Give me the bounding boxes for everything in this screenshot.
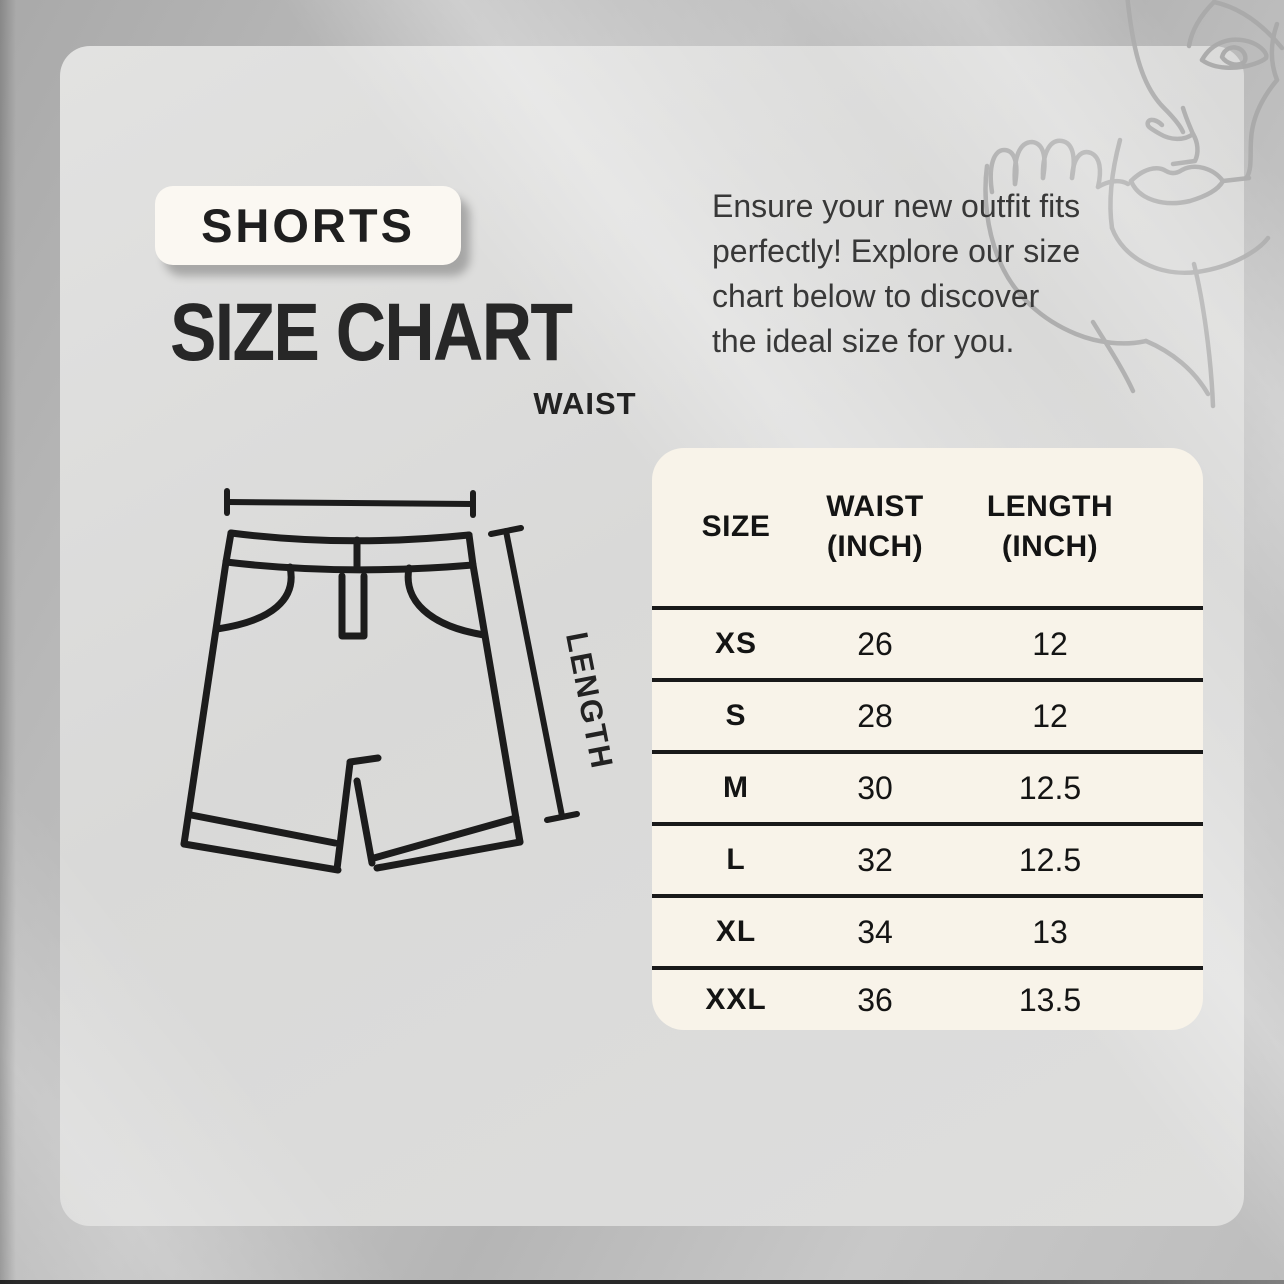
length-cell: 13	[1032, 913, 1068, 950]
intro-line: chart below to discover	[712, 278, 1040, 314]
size-chart-table: SIZE WAIST (INCH) LENGTH (INCH) XS 26 12 S 28 12 M…	[652, 448, 1203, 1030]
waist-measure-label: WAIST	[533, 386, 637, 421]
table-row: XL 34 13	[652, 898, 1203, 970]
table-header-line: WAIST	[826, 490, 924, 523]
table-header-row: SIZE WAIST (INCH) LENGTH (INCH)	[652, 448, 1203, 610]
length-cell: 12.5	[1018, 841, 1082, 878]
size-table-body: XS 26 12 S 28 12 M 30 12.5 L 32 12.5 XL 34 13 XXL 36 13.5	[652, 610, 1203, 1030]
product-tag-badge: SHORTS	[155, 186, 461, 265]
table-row: XS 26 12	[652, 610, 1203, 682]
table-header-cell: LENGTH (INCH)	[930, 487, 1170, 567]
table-header-line: SIZE	[701, 510, 771, 543]
intro-line: the ideal size for you.	[712, 323, 1015, 359]
page-title: SIZE CHART	[170, 287, 573, 378]
table-header-cell: WAIST (INCH)	[820, 487, 930, 567]
size-cell: XXL	[705, 983, 767, 1016]
table-header-line: LENGTH	[986, 490, 1114, 523]
table-row: S 28 12	[652, 682, 1203, 754]
waist-cell: 28	[857, 697, 893, 734]
length-cell: 12.5	[1018, 769, 1082, 806]
length-cell: 12	[1032, 697, 1068, 734]
table-header-line: (INCH)	[826, 530, 924, 563]
waist-cell: 30	[857, 769, 893, 806]
intro-line: perfectly! Explore our size	[712, 233, 1081, 269]
size-cell: S	[725, 699, 747, 732]
length-cell: 13.5	[1018, 981, 1082, 1018]
waist-cell: 26	[857, 625, 893, 662]
intro-line: Ensure your new outfit fits	[712, 188, 1081, 224]
table-row: M 30 12.5	[652, 754, 1203, 826]
size-cell: XS	[714, 627, 758, 660]
waist-cell: 32	[857, 841, 893, 878]
table-row: L 32 12.5	[652, 826, 1203, 898]
size-cell: XL	[715, 915, 757, 948]
table-row: XXL 36 13.5	[652, 970, 1203, 1030]
size-cell: L	[726, 843, 746, 876]
intro-text: Ensure your new outfit fits perfectly! Ex…	[712, 184, 1080, 364]
table-header-line: (INCH)	[1001, 530, 1099, 563]
product-tag-label: SHORTS	[201, 199, 415, 252]
table-header-cell: SIZE	[652, 507, 820, 547]
waist-cell: 34	[857, 913, 893, 950]
waist-cell: 36	[857, 981, 893, 1018]
length-cell: 12	[1032, 625, 1068, 662]
size-cell: M	[723, 771, 749, 804]
